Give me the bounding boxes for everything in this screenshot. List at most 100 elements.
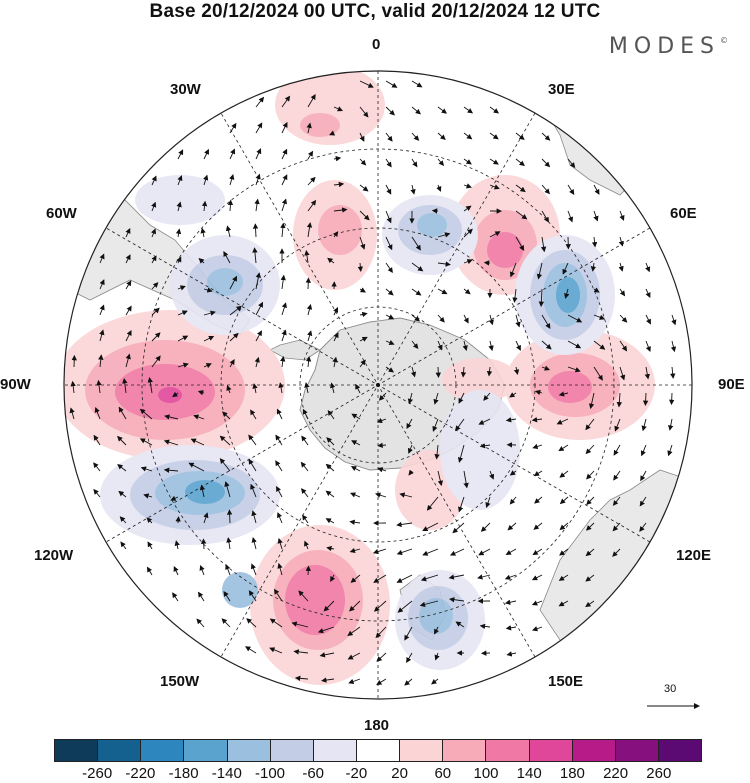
wind-vector-arrow — [567, 314, 583, 323]
wind-vector-arrow — [434, 444, 440, 460]
wind-vector-arrow — [396, 548, 413, 556]
wind-vector-arrow — [330, 382, 336, 394]
wind-vector-arrow — [612, 522, 621, 532]
wind-vector-arrow — [250, 409, 257, 420]
wind-vector-arrow — [174, 540, 180, 550]
wind-vector-arrow — [385, 158, 392, 168]
wind-vector-arrow — [227, 199, 234, 212]
wind-vector-arrow — [307, 94, 316, 108]
wind-vector-arrow — [515, 314, 521, 328]
wind-vector-arrow — [489, 231, 501, 238]
wind-vector-arrow — [458, 496, 465, 513]
wind-vector-arrow — [69, 407, 75, 420]
colorbar-tick-label: 180 — [559, 765, 585, 782]
label-90e: 90E — [718, 376, 745, 393]
wind-vector-arrow — [593, 287, 600, 293]
wind-vector-arrow — [586, 470, 595, 480]
label-0: 0 — [372, 36, 381, 53]
colorbar-tick-label: 140 — [516, 765, 542, 782]
label-120w: 120W — [34, 547, 74, 564]
wind-vector-arrow — [203, 148, 209, 160]
wind-vector-arrow — [117, 435, 127, 446]
wind-vector-arrow — [406, 418, 413, 429]
wind-vector-arrow — [505, 625, 517, 631]
negative-anomaly — [222, 572, 258, 608]
wind-vector-arrow — [93, 462, 101, 472]
wind-vector-arrow — [505, 548, 517, 555]
wind-vector-arrow — [489, 106, 500, 114]
wind-vector-arrow — [558, 574, 569, 581]
label-30w: 30W — [170, 81, 201, 98]
wind-vector-arrow — [458, 392, 465, 404]
copyright-mark: © — [720, 36, 728, 45]
wind-vector-arrow — [198, 591, 205, 602]
wind-vector-arrow — [359, 210, 370, 221]
wind-vector-arrow — [513, 366, 520, 375]
wind-vector-arrow — [619, 340, 628, 352]
wind-vector-arrow — [99, 304, 105, 316]
wind-vector-arrow — [426, 496, 439, 511]
wind-vector-arrow — [489, 470, 495, 480]
wind-vector-arrow — [326, 545, 335, 552]
wind-vector-arrow — [269, 618, 283, 628]
wind-vector-arrow — [333, 156, 342, 162]
wind-vector-arrow — [277, 562, 283, 576]
wind-vector-arrow — [559, 522, 569, 531]
wind-vector-arrow — [96, 379, 102, 394]
colorbar-tick-label: -20 — [345, 765, 368, 782]
wind-vector-arrow — [175, 516, 181, 524]
wind-vector-arrow — [420, 574, 439, 582]
colorbar-tick-label: -180 — [168, 765, 199, 782]
label-150w: 150W — [160, 673, 200, 690]
wind-vector-arrow — [323, 600, 335, 612]
wind-vector-arrow — [350, 492, 361, 498]
wind-vector-arrow — [177, 310, 188, 316]
label-60w: 60W — [46, 205, 77, 222]
wind-vector-arrow — [190, 438, 205, 446]
wind-vector-arrow — [199, 484, 206, 498]
wind-vector-arrow — [333, 306, 339, 316]
wind-vector-arrow — [293, 649, 309, 655]
wind-vector-arrow — [618, 262, 624, 272]
wind-vector-arrow — [281, 174, 288, 186]
wind-vector-arrow — [280, 274, 286, 290]
wind-vector-arrow — [203, 287, 213, 293]
wind-vector-arrow — [350, 574, 361, 583]
label-60e: 60E — [670, 205, 697, 222]
wind-vector-arrow — [329, 130, 336, 136]
wind-vector-arrow — [437, 106, 448, 114]
wind-vector-arrow — [515, 340, 521, 351]
wind-vector-arrow — [176, 256, 182, 264]
wind-vector-arrow — [307, 330, 313, 342]
wind-vector-arrow — [280, 356, 286, 368]
wind-vector-arrow — [593, 340, 606, 350]
wind-vector-arrow — [306, 122, 312, 134]
wind-vector-arrow — [275, 460, 283, 472]
wind-vector-arrow — [463, 314, 469, 324]
wind-vector-arrow — [225, 563, 231, 576]
wind-vector-arrow — [276, 408, 283, 420]
colorbar-tick-label: -260 — [82, 765, 113, 782]
positive-anomaly — [487, 232, 523, 268]
wind-vector-arrow — [122, 378, 128, 394]
wind-vector-arrow — [203, 335, 215, 342]
wind-vector-arrow — [348, 678, 361, 684]
wind-vector-arrow — [255, 272, 261, 290]
wind-vector-arrow — [639, 496, 647, 507]
wind-vector-arrow — [226, 537, 232, 550]
wind-vector-arrow — [125, 227, 131, 238]
wind-vector-arrow — [538, 288, 545, 307]
wind-vector-arrow — [408, 469, 414, 476]
colorbar-tick-label: 220 — [603, 765, 629, 782]
wind-vector-arrow — [302, 514, 309, 524]
wind-vector-arrow — [431, 678, 439, 685]
wind-vector-arrow — [559, 470, 569, 478]
wind-vector-arrow — [150, 228, 156, 238]
wind-vector-arrow — [250, 563, 257, 576]
wind-vector-arrow — [281, 148, 288, 160]
wind-vector-arrow — [125, 353, 131, 368]
wind-vector-arrow — [280, 222, 286, 238]
wind-vector-arrow — [385, 132, 393, 142]
wind-vector-arrow — [333, 106, 344, 112]
wind-vector-arrow — [645, 340, 651, 353]
